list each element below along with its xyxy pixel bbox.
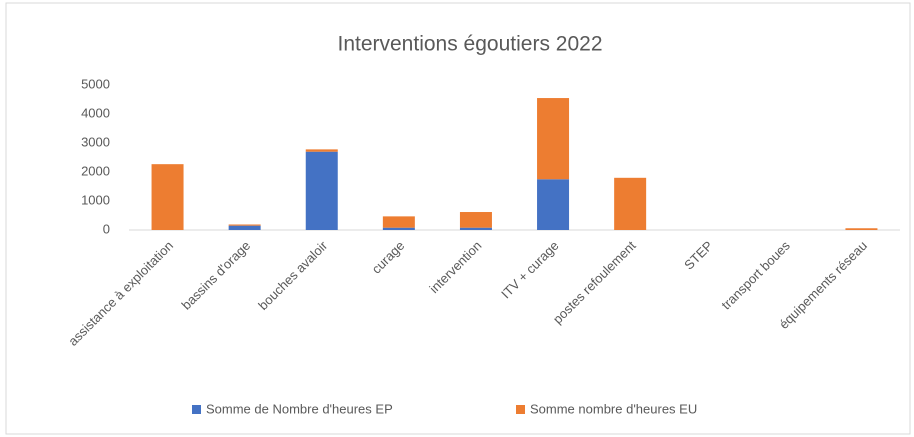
bar-segment <box>151 164 184 230</box>
bar-segment <box>459 227 492 230</box>
legend-swatch <box>192 405 201 414</box>
legend-label: Somme nombre d'heures EU <box>530 401 697 416</box>
y-tick-label: 3000 <box>81 134 110 149</box>
y-tick-label: 0 <box>103 221 110 236</box>
chart-frame <box>5 2 911 435</box>
bar-segment <box>382 216 415 228</box>
bar-segment <box>305 151 338 230</box>
bar-segment <box>459 212 492 228</box>
chart-title: Interventions égoutiers 2022 <box>337 33 602 56</box>
y-tick-label: 2000 <box>81 163 110 178</box>
bar-segment <box>845 228 878 230</box>
y-tick-label: 4000 <box>81 105 110 120</box>
bar-segment <box>305 149 338 152</box>
bar-segment <box>382 227 415 230</box>
y-tick-label: 1000 <box>81 192 110 207</box>
legend-label: Somme de Nombre d'heures EP <box>206 401 393 416</box>
y-tick-label: 5000 <box>81 76 110 91</box>
bar-segment <box>537 179 570 230</box>
bar-segment <box>228 225 261 230</box>
bar-segment <box>228 224 261 226</box>
bar-segment <box>537 98 570 180</box>
bar-segment <box>614 177 647 230</box>
legend-swatch <box>516 405 525 414</box>
